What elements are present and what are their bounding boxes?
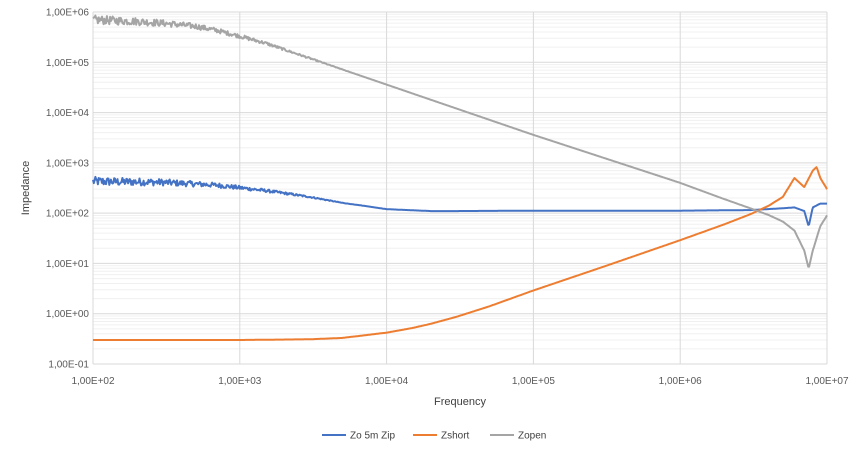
y-tick-label: 1,00E+00 [46,309,90,320]
x-axis-ticks: 1,00E+02 1,00E+03 1,00E+04 1,00E+05 1,00E+06… [71,376,849,387]
x-tick-label: 1,00E+02 [71,376,115,387]
y-axis-title: Impedance [20,161,32,215]
legend: Zo 5m Zip Zshort Zopen [322,431,546,442]
series-line-1 [92,166,828,341]
x-axis-title: Frequency [434,396,486,408]
y-tick-label: 1,00E-01 [48,360,89,371]
y-tick-label: 1,00E+01 [46,259,90,270]
y-axis-ticks: 1,00E-01 1,00E+00 1,00E+01 1,00E+02 1,00E+03… [46,8,90,371]
y-tick-label: 1,00E+03 [46,158,90,169]
y-tick-label: 1,00E+06 [46,8,90,19]
series-line-0 [92,175,828,226]
series-line-2 [92,14,828,268]
x-tick-label: 1,00E+04 [365,376,409,387]
y-tick-label: 1,00E+05 [46,58,90,69]
legend-label: Zopen [518,431,546,442]
y-tick-label: 1,00E+02 [46,209,90,220]
major-grid [92,11,828,365]
x-tick-label: 1,00E+05 [512,376,556,387]
minor-grid [93,13,827,350]
y-tick-label: 1,00E+04 [46,108,90,119]
x-tick-label: 1,00E+06 [659,376,703,387]
plot-lines [92,14,828,341]
x-tick-label: 1,00E+03 [218,376,262,387]
x-tick-label: 1,00E+07 [805,376,849,387]
legend-label: Zshort [441,431,470,442]
legend-label: Zo 5m Zip [350,431,395,442]
